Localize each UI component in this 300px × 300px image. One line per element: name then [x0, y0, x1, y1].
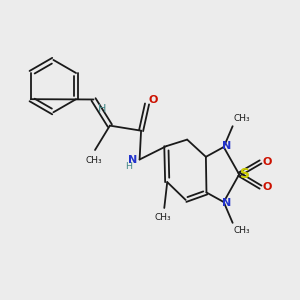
- Text: O: O: [148, 95, 158, 105]
- Text: O: O: [262, 182, 272, 192]
- Text: S: S: [239, 167, 250, 182]
- Text: CH₃: CH₃: [233, 114, 250, 123]
- Text: CH₃: CH₃: [85, 156, 102, 165]
- Text: H: H: [98, 104, 106, 114]
- Text: O: O: [262, 157, 272, 167]
- Text: N: N: [128, 155, 137, 165]
- Text: CH₃: CH₃: [233, 226, 250, 236]
- Text: CH₃: CH₃: [154, 213, 171, 222]
- Text: H: H: [125, 162, 132, 171]
- Text: N: N: [222, 199, 231, 208]
- Text: N: N: [222, 140, 231, 151]
